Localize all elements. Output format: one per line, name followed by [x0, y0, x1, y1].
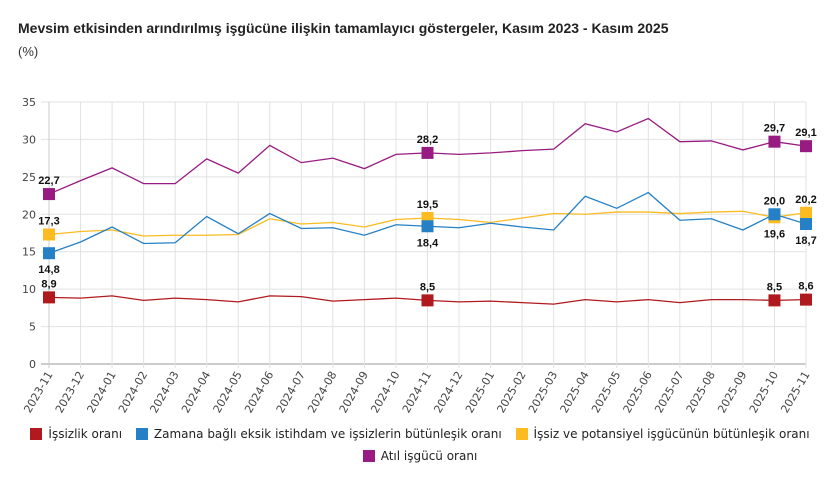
data-label: 20,2 — [795, 194, 816, 206]
legend-item-unemployment[interactable]: İşsizlik oranı — [30, 427, 122, 441]
y-tick-label: 0 — [29, 358, 36, 371]
data-point-marker — [768, 135, 781, 148]
data-point-marker — [421, 294, 434, 307]
data-label: 8,9 — [41, 278, 56, 290]
data-label: 29,7 — [764, 123, 785, 135]
x-tick-label: 2024-08 — [305, 369, 339, 415]
data-point-marker — [43, 291, 55, 304]
data-point-marker — [768, 208, 781, 221]
x-tick-label: 2024-10 — [368, 369, 402, 415]
data-label: 18,4 — [417, 237, 439, 249]
legend-label: Atıl işgücü oranı — [380, 449, 478, 463]
legend-item-potential[interactable]: İşsiz ve potansiyel işgücünün bütünleşik… — [515, 427, 810, 441]
legend-item-time-related[interactable]: Zamana bağlı eksik istihdam ve işsizleri… — [135, 427, 502, 441]
chart-title: Mevsim etkisinden arındırılmış işgücüne … — [18, 20, 669, 36]
x-tick-label: 2024-05 — [211, 369, 245, 415]
x-tick-label: 2024-04 — [179, 369, 213, 415]
legend-swatch — [135, 428, 148, 440]
x-tick-label: 2024-09 — [337, 369, 371, 415]
x-tick-label: 2023-11 — [21, 369, 55, 415]
y-tick-label: 20 — [22, 208, 36, 221]
x-tick-label: 2025-03 — [526, 369, 560, 415]
data-point-marker — [421, 220, 434, 233]
y-tick-label: 10 — [22, 283, 36, 296]
x-tick-label: 2025-05 — [589, 369, 623, 415]
data-label: 14,8 — [38, 264, 59, 276]
x-tick-label: 2025-07 — [652, 369, 686, 415]
legend-swatch — [515, 428, 528, 440]
x-tick-label: 2023-12 — [53, 369, 87, 415]
x-tick-label: 2024-07 — [274, 369, 308, 415]
x-tick-label: 2024-06 — [242, 369, 276, 415]
legend: İşsizlik oranı Zamana bağlı eksik istihd… — [0, 427, 840, 471]
x-tick-label: 2024-03 — [148, 369, 182, 415]
x-tick-label: 2024-12 — [431, 369, 465, 415]
legend-swatch — [362, 450, 375, 462]
x-tick-label: 2024-02 — [116, 369, 150, 415]
y-tick-label: 25 — [22, 171, 36, 184]
data-label: 8,5 — [767, 281, 782, 293]
y-tick-label: 30 — [22, 133, 36, 146]
data-point-marker — [800, 140, 812, 153]
x-tick-label: 2024-01 — [84, 369, 118, 415]
legend-label: İşsiz ve potansiyel işgücünün bütünleşik… — [533, 427, 810, 441]
legend-swatch — [30, 428, 43, 440]
data-label: 8,5 — [420, 281, 435, 293]
data-label: 19,5 — [417, 199, 438, 211]
data-label: 8,6 — [798, 281, 813, 293]
data-point-marker — [43, 247, 55, 260]
legend-label: Zamana bağlı eksik istihdam ve işsizleri… — [153, 427, 502, 441]
x-tick-label: 2024-11 — [400, 369, 434, 415]
x-tick-label: 2025-04 — [558, 369, 592, 415]
x-tick-label: 2025-01 — [463, 369, 497, 415]
data-point-marker — [43, 188, 55, 201]
y-tick-label: 5 — [29, 321, 36, 334]
data-point-marker — [768, 294, 781, 307]
unit-label: (%) — [18, 44, 39, 59]
x-tick-label: 2025-02 — [494, 369, 528, 415]
data-point-marker — [800, 206, 812, 219]
data-label: 28,2 — [417, 134, 438, 146]
data-label: 22,7 — [38, 175, 59, 187]
x-tick-label: 2025-06 — [621, 369, 655, 415]
data-point-marker — [421, 146, 434, 159]
data-point-marker — [43, 228, 55, 241]
data-label: 19,6 — [764, 228, 785, 240]
x-tick-label: 2025-11 — [778, 369, 812, 415]
x-tick-label: 2025-09 — [715, 369, 749, 415]
legend-label: İşsizlik oranı — [48, 427, 123, 441]
y-tick-label: 15 — [22, 246, 36, 259]
x-tick-label: 2025-08 — [684, 369, 718, 415]
y-tick-label: 35 — [22, 96, 36, 109]
data-label: 17,3 — [38, 215, 59, 227]
legend-item-underutilization[interactable]: Atıl işgücü oranı — [362, 449, 478, 463]
data-label: 18,7 — [795, 235, 816, 247]
data-point-marker — [800, 218, 812, 231]
x-tick-label: 2025-10 — [747, 369, 781, 415]
data-point-marker — [800, 293, 812, 306]
data-label: 20,0 — [764, 195, 785, 207]
data-label: 29,1 — [795, 127, 816, 139]
